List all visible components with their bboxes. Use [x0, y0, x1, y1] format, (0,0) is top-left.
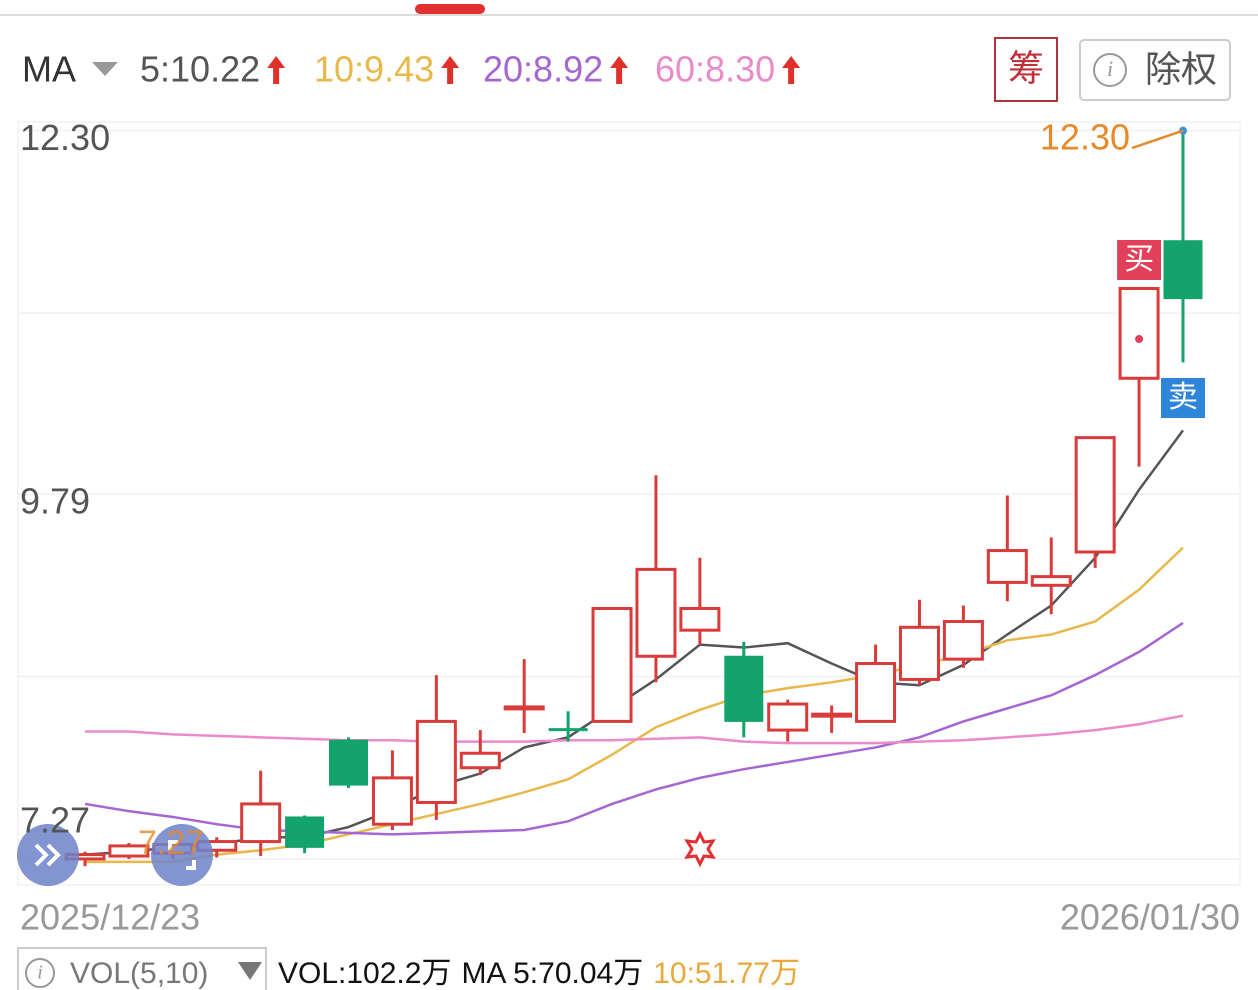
plot-frame [17, 121, 1241, 886]
sell-marker [1161, 378, 1205, 418]
ma-legend-arrow [267, 56, 286, 84]
min-label: 7.27 [138, 824, 204, 862]
fullscreen-icon [168, 840, 196, 870]
candle-body [415, 719, 457, 804]
x-start-label: 2025/12/23 [20, 897, 200, 938]
y-tick-label: 12.30 [20, 117, 110, 158]
exright-button-label: 除权 [1145, 49, 1217, 90]
buy-marker [1117, 240, 1162, 280]
chip-button[interactable] [994, 37, 1058, 102]
candle-body [591, 606, 633, 723]
candle-body [240, 802, 282, 844]
ma-legend: 10:9.43 [314, 49, 434, 90]
candle-body [767, 702, 809, 732]
candle-body [371, 776, 413, 826]
candle-body [1163, 240, 1203, 300]
x-end-label: 2026/01/30 [1060, 897, 1240, 938]
candle-body [855, 661, 897, 723]
volume-text: VOL:102.2万 [278, 957, 451, 990]
expand-icon [34, 843, 61, 867]
candle-body [108, 844, 150, 858]
buy-label: 买 [1124, 243, 1154, 276]
candle-body [898, 625, 940, 681]
ma-legend-arrow [782, 56, 801, 84]
ma-line [85, 714, 1184, 745]
drag-handle [415, 4, 485, 14]
candle-body [1030, 575, 1072, 587]
info-icon [1093, 53, 1127, 87]
y-tick-label: 9.79 [20, 481, 90, 522]
volume-info-icon [25, 958, 55, 988]
ma-legend-arrow [610, 56, 629, 84]
event-star[interactable] [684, 830, 716, 868]
candle-body [942, 619, 984, 661]
candle-body [724, 655, 764, 722]
candle-body [1118, 286, 1160, 380]
candle-body [548, 728, 588, 732]
candle-body [986, 549, 1028, 584]
max-label: 12.30 [1040, 117, 1130, 158]
ma-line [85, 546, 1184, 864]
candle-body [1074, 436, 1116, 554]
volume-text: 10:51.77万 [653, 957, 800, 990]
volume-indicator: VOL(5,10) [70, 957, 208, 990]
candle-body [679, 606, 721, 632]
indicator-dropdown[interactable] [92, 62, 118, 76]
volume-dropdown [238, 962, 262, 980]
candle-body [503, 705, 545, 711]
ma-legend: 20:8.92 [483, 49, 603, 90]
ma-legend: 5:10.22 [140, 49, 260, 90]
max-leader [1131, 129, 1184, 150]
indicator-name: MA [22, 49, 76, 90]
volume-info-glyph: i [37, 962, 43, 984]
y-tick-label: 7.27 [20, 800, 90, 841]
candle-body [459, 751, 501, 770]
candle-body [285, 816, 325, 848]
candle-body [635, 567, 677, 658]
fullscreen-button[interactable] [151, 824, 213, 886]
ma-legend-arrow [441, 56, 460, 84]
info-icon-glyph: i [1107, 56, 1113, 81]
chip-button-label: 筹 [1008, 48, 1044, 89]
buy-dot [1135, 335, 1144, 343]
candle-body [811, 712, 853, 718]
volume-selector[interactable] [17, 947, 267, 990]
volume-text: MA 5:70.04万 [461, 957, 643, 990]
sell-label: 卖 [1168, 381, 1198, 414]
candle-body [329, 739, 369, 786]
ma-legend: 60:8.30 [655, 49, 775, 90]
